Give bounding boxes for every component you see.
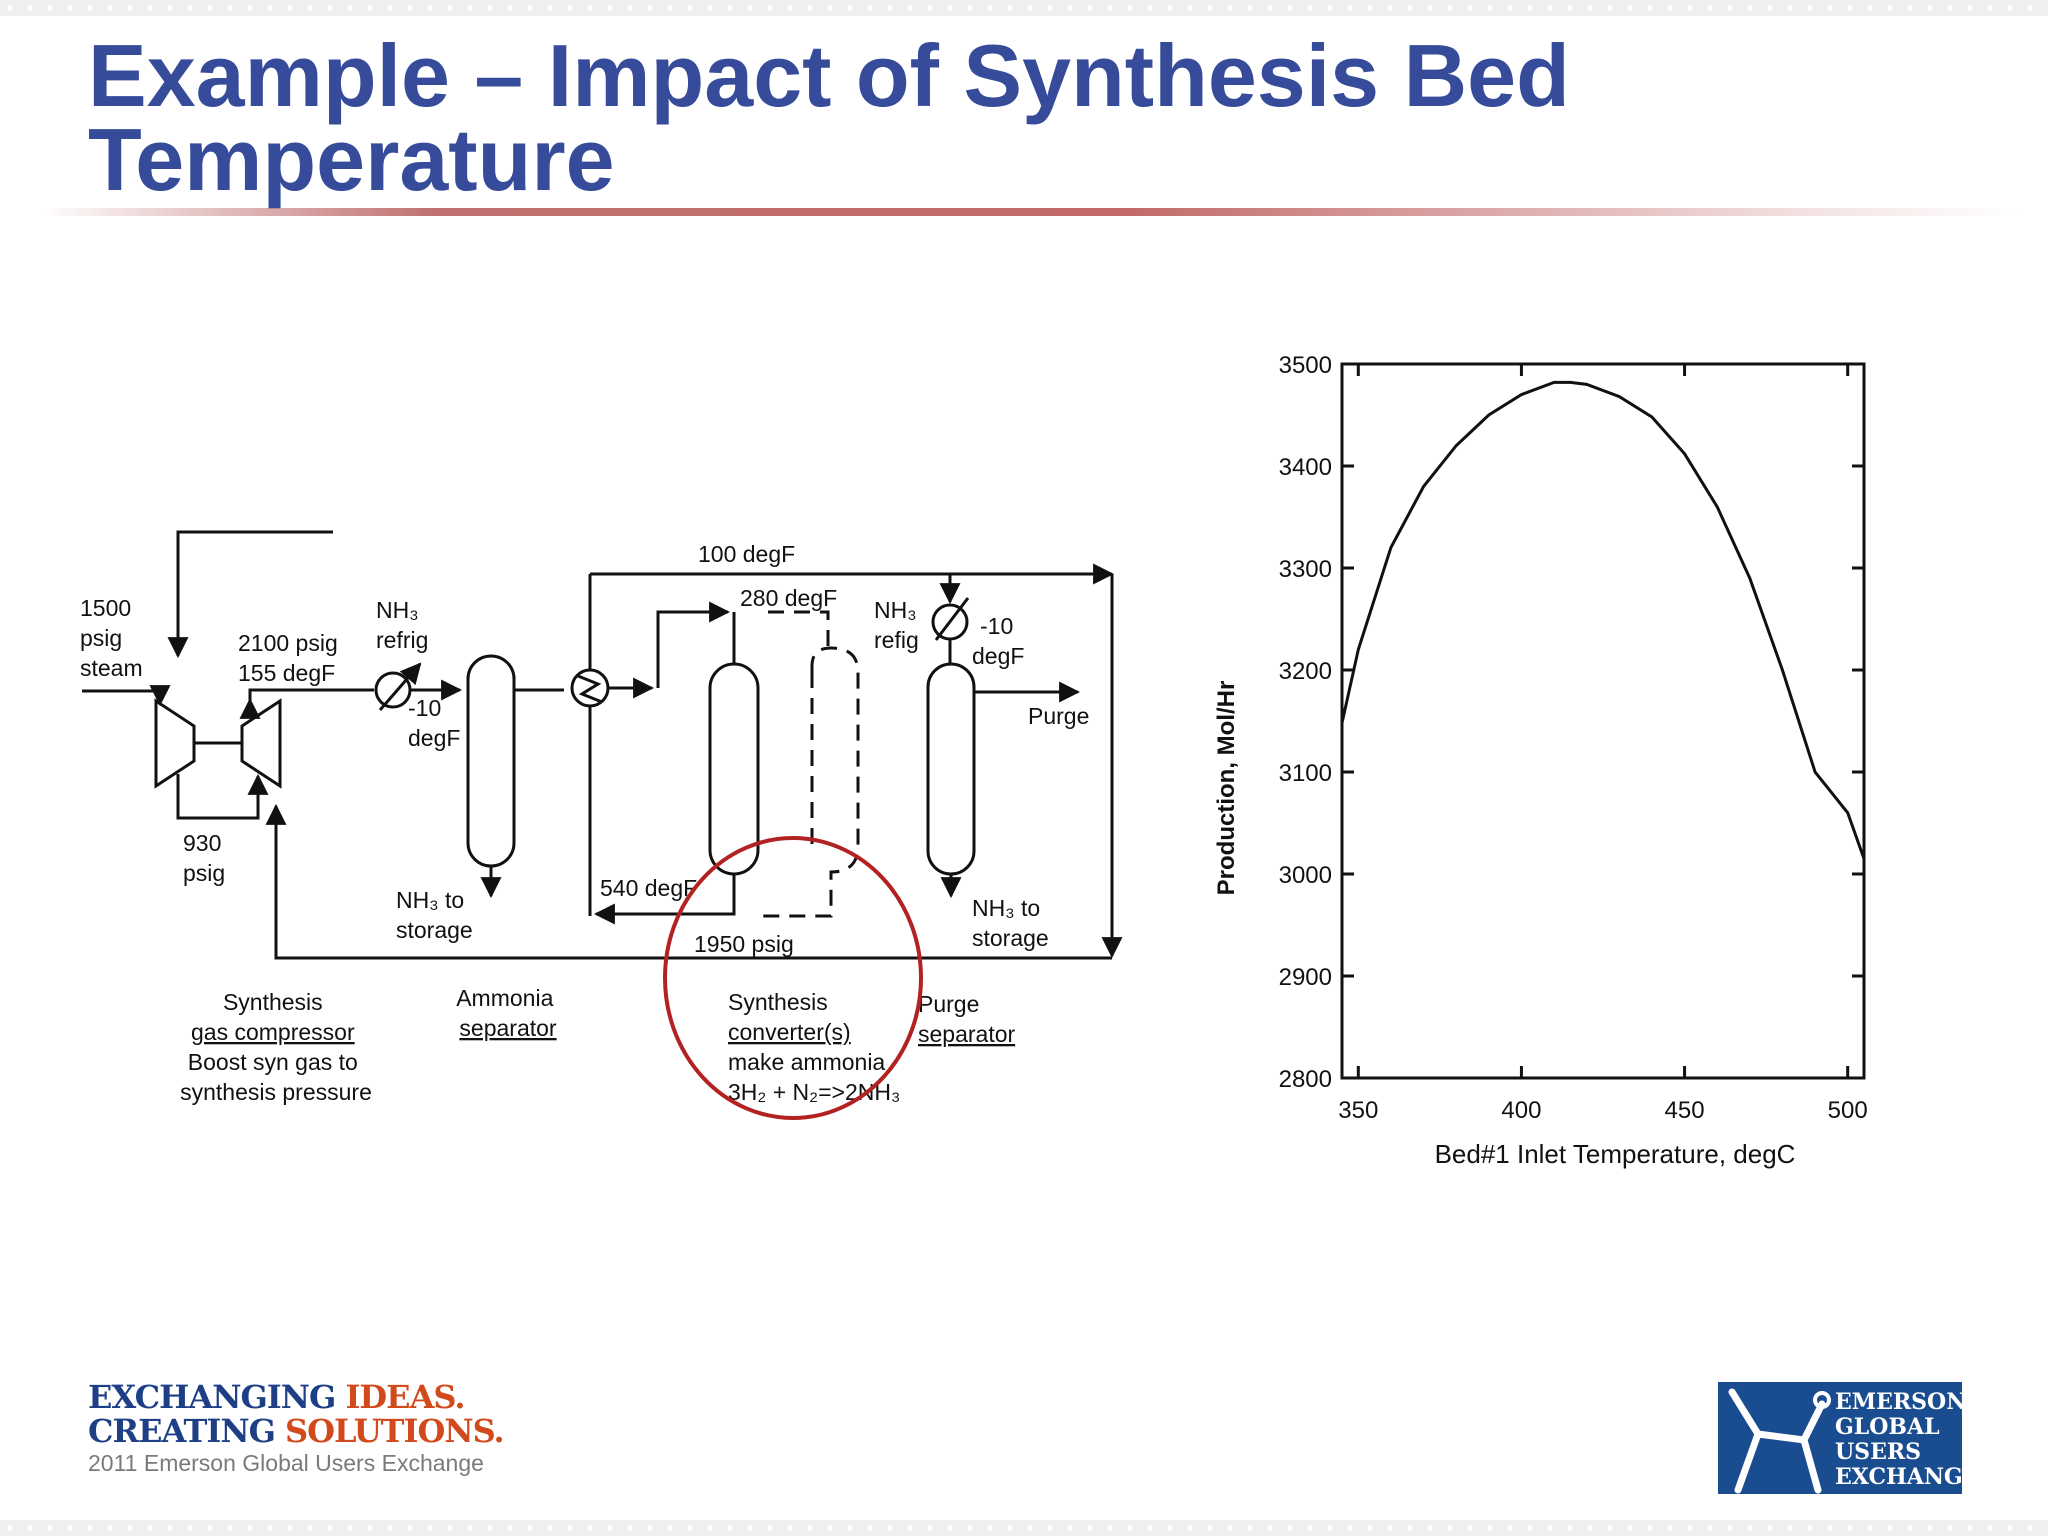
y-tick-label: 3400 — [1279, 454, 1332, 481]
logo-wordmark: EMERSON GLOBAL USERS EXCHANGE — [1835, 1389, 1980, 1490]
chart-border — [1340, 362, 1866, 1080]
label-converter-out: 540 degF — [600, 875, 697, 901]
diagram-captions: Synthesis gas compressor Boost syn gas t… — [180, 985, 1015, 1105]
chart-ticks — [1342, 362, 1864, 1080]
brand-line-2: CREATING SOLUTIONS. — [88, 1412, 505, 1450]
caption-purge-separator: Purge separator — [918, 991, 1016, 1047]
chart-plot-frame — [1340, 362, 1866, 1080]
second-converter-dashed — [758, 610, 860, 918]
label-refrig-2: NH₃ refig — [874, 597, 919, 653]
caption-ammonia-separator: Ammonia separator — [456, 985, 560, 1041]
figure-panel: 1500 psig steam 2100 psig 155 degF 930 psig … — [68, 306, 1268, 1196]
label-loop-top: 100 degF — [698, 541, 795, 567]
label-interstage: 930 psig — [183, 830, 225, 886]
compressor-discharge — [248, 688, 374, 716]
top-dot-strip — [0, 0, 2048, 16]
chart-x-axis-label: Bed#1 Inlet Temperature, degC — [1435, 1139, 1796, 1169]
bottom-dot-strip — [0, 1520, 2048, 1536]
emerson-logo: EMERSON GLOBAL USERS EXCHANGE — [1718, 1382, 1979, 1494]
label-refrig-1: NH₃ refrig — [376, 597, 428, 653]
recycle-top-line — [167, 530, 333, 659]
label-refrig-2-temp: -10 degF — [972, 613, 1024, 669]
production-curve — [1340, 380, 1866, 860]
ammonia-separator — [466, 654, 516, 868]
y-tick-label: 3300 — [1279, 556, 1332, 583]
chart-tick-labels: 2800 2900 3000 3100 3200 3300 3400 3500 350 400 45… — [1279, 352, 1868, 1124]
figure-svg: 1500 psig steam 2100 psig 155 degF 930 psig … — [80, 530, 1123, 1120]
production-chart: 2800 2900 3000 3100 3200 3300 3400 3500 350 400 45… — [1213, 352, 1868, 1169]
label-nh3-storage-1: NH₃ to storage — [396, 887, 473, 943]
separator-to-exchanger — [512, 676, 564, 692]
converter-highlight-circle — [663, 836, 923, 1120]
y-tick-label: 3200 — [1279, 658, 1332, 685]
label-steam: 1500 psig steam — [80, 595, 143, 681]
chiller-1-coolant — [378, 662, 422, 711]
x-tick-label: 500 — [1828, 1097, 1868, 1124]
exchanger-zigzag — [577, 674, 603, 704]
footer-brand: EXCHANGING IDEAS. CREATING SOLUTIONS. 20… — [88, 1380, 648, 1477]
process-flow-diagram — [82, 530, 1123, 960]
brand-subtitle: 2011 Emerson Global Users Exchange — [88, 1450, 484, 1476]
synthesis-compressor — [240, 698, 282, 789]
diagram-labels: 1500 psig steam 2100 psig 155 degF 930 psig … — [80, 541, 1089, 957]
y-tick-label: 2900 — [1279, 964, 1332, 991]
chart-y-axis-label: Production, Mol/Hr — [1213, 681, 1240, 896]
y-tick-label: 3000 — [1279, 862, 1332, 889]
label-compressor-discharge: 2100 psig 155 degF — [238, 630, 338, 686]
converter-outlet — [593, 874, 736, 925]
x-tick-label: 350 — [1338, 1097, 1378, 1124]
label-refrig-1-temp: -10 degF — [408, 695, 460, 751]
synthesis-converter — [708, 662, 760, 876]
converter-feed — [656, 601, 731, 688]
bottom-loop-line — [265, 803, 1112, 960]
x-tick-label: 450 — [1665, 1097, 1705, 1124]
y-tick-label: 3100 — [1279, 760, 1332, 787]
title-underline — [40, 208, 2020, 216]
network-icon — [1728, 1388, 1831, 1494]
interstage-loop — [176, 773, 269, 820]
label-nh3-storage-2: NH₃ to storage — [972, 895, 1049, 951]
label-purge: Purge — [1028, 703, 1089, 729]
caption-synthesis-converter: Synthesis converter(s) make ammonia 3H₂ … — [728, 989, 900, 1105]
x-tick-label: 400 — [1501, 1097, 1541, 1124]
steam-turbine — [154, 698, 196, 789]
purge-separator — [926, 662, 976, 876]
y-tick-label: 2800 — [1279, 1066, 1332, 1093]
caption-compressor: Synthesis gas compressor Boost syn gas t… — [180, 989, 372, 1105]
slide-title: Example – Impact of Synthesis Bed Temper… — [88, 26, 1570, 209]
chiller-2-coolant — [934, 597, 970, 641]
y-tick-label: 3500 — [1279, 352, 1332, 379]
label-converter-in: 280 degF — [740, 585, 837, 611]
chiller-1 — [374, 671, 412, 709]
brand-line-1: EXCHANGING IDEAS. — [88, 1378, 466, 1416]
label-loop-pressure: 1950 psig — [694, 931, 794, 957]
